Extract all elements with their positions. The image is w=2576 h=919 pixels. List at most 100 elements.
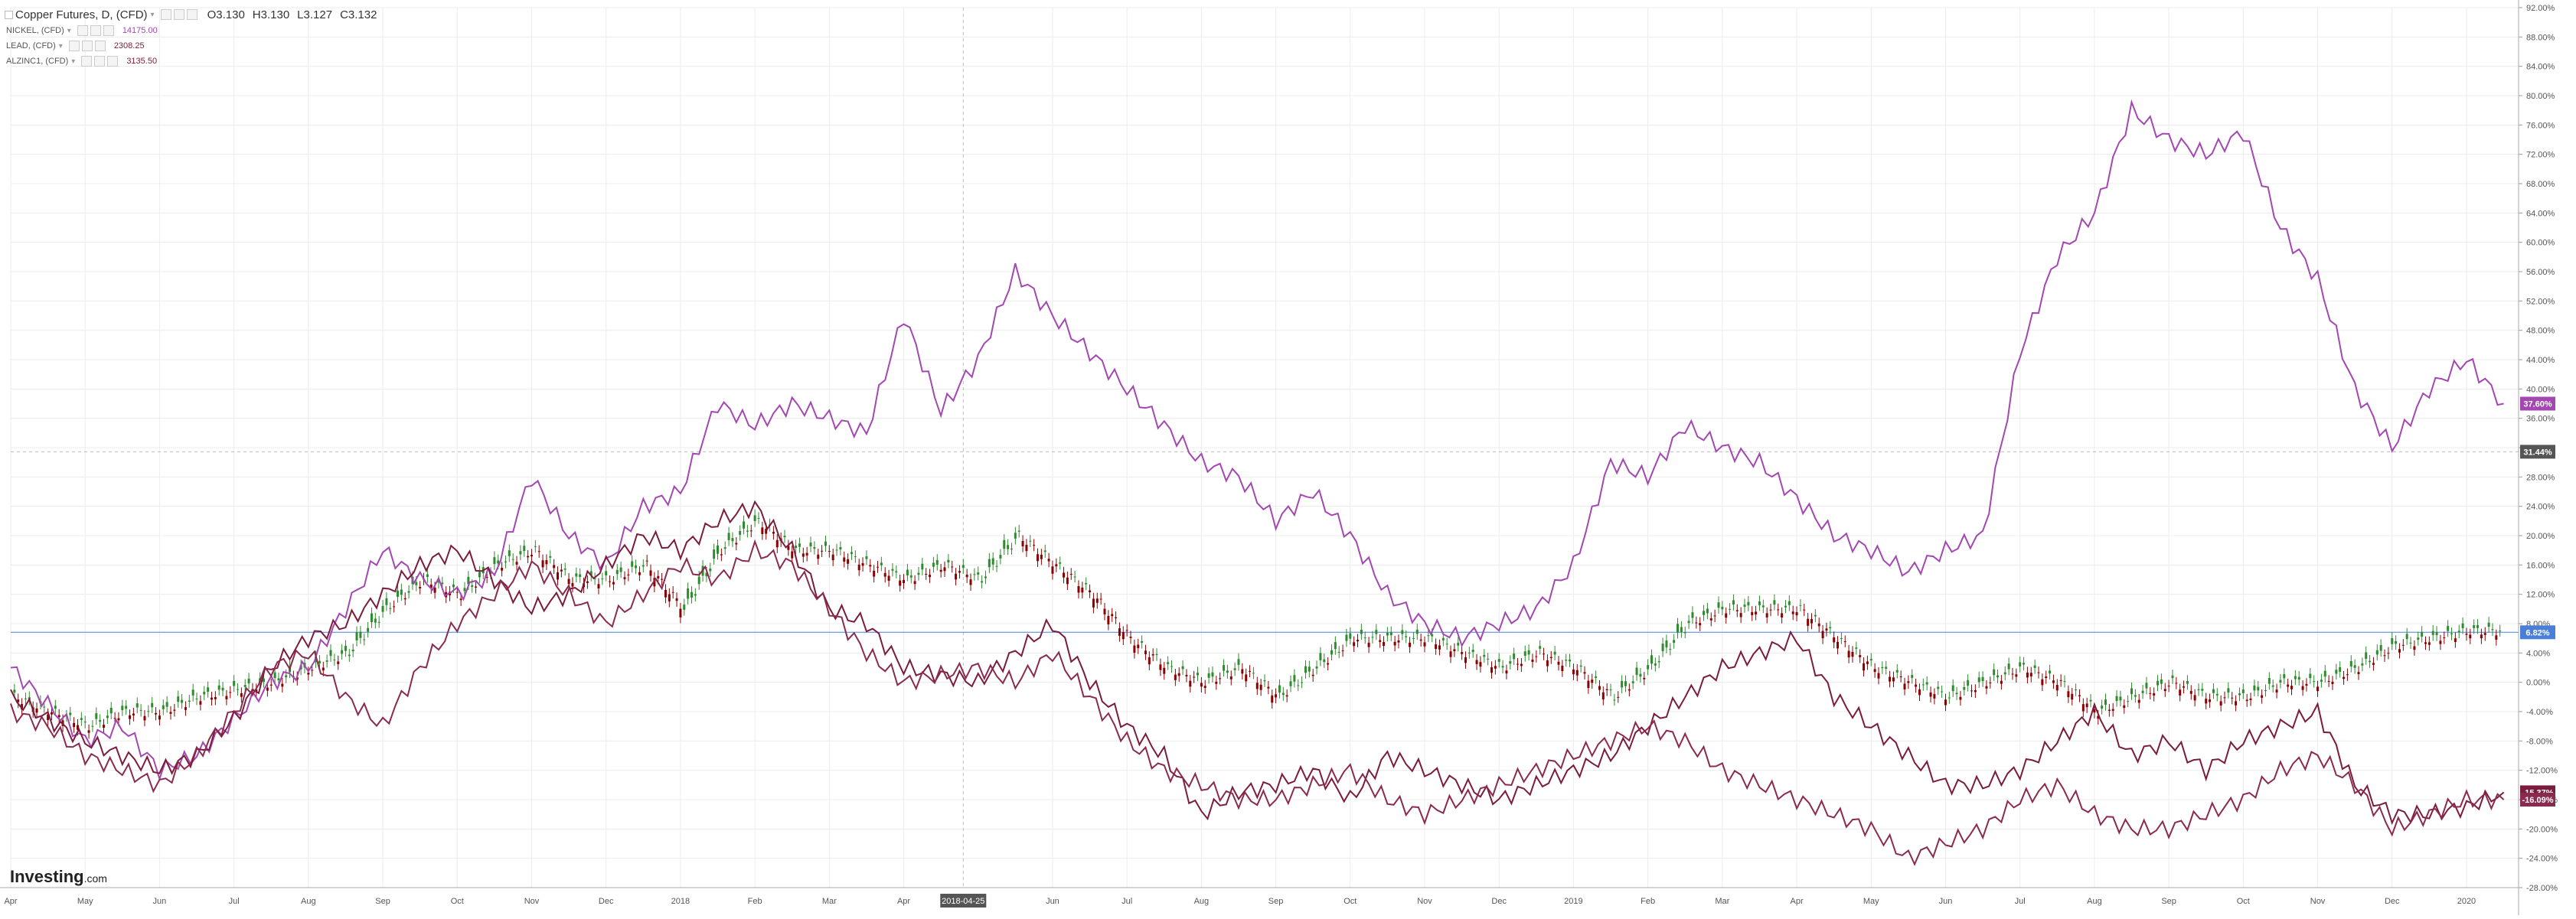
y-tick-label: 92.00% <box>2526 4 2555 13</box>
series-name[interactable]: NICKEL, (CFD) <box>6 26 64 35</box>
candle-body <box>162 705 165 709</box>
candle-body <box>1461 652 1464 654</box>
main-symbol[interactable]: Copper Futures, D, (CFD) <box>15 8 148 21</box>
candle-body <box>1557 661 1560 665</box>
chevron-down-icon[interactable]: ▾ <box>71 57 76 66</box>
candle-body <box>743 521 746 529</box>
candle-body <box>1654 663 1657 666</box>
candle-body <box>821 550 824 552</box>
series-name[interactable]: ALZINC1, (CFD) <box>6 57 69 66</box>
candle-body <box>1393 641 1396 646</box>
candle-body <box>1807 618 1810 626</box>
candle-body <box>203 692 206 695</box>
candle-body <box>1814 614 1817 617</box>
candle-body <box>1677 624 1680 633</box>
candle-body <box>2457 631 2460 633</box>
candle-body <box>452 584 455 588</box>
series-name[interactable]: LEAD, (CFD) <box>6 41 56 51</box>
candle-body <box>441 582 444 585</box>
candle-body <box>2369 660 2372 663</box>
candle-body <box>273 672 276 679</box>
candle-body <box>2320 679 2323 682</box>
candle-body <box>1021 541 1024 547</box>
candle-body <box>1877 673 1880 679</box>
candle-body <box>1337 651 1340 653</box>
candle-body <box>1419 639 1422 641</box>
visibility-icon[interactable] <box>81 56 93 67</box>
settings-icon[interactable] <box>94 56 106 67</box>
candle-body <box>1363 637 1366 639</box>
settings-icon[interactable] <box>90 25 101 36</box>
candle-body <box>772 531 775 534</box>
candle-body <box>1520 663 1523 666</box>
candle-body <box>2405 634 2408 640</box>
close-icon[interactable] <box>94 41 106 51</box>
candle-body <box>1167 662 1170 664</box>
candle-body <box>263 678 266 683</box>
chevron-down-icon[interactable]: ▾ <box>67 26 71 35</box>
x-tick-label: Nov <box>524 897 540 906</box>
candle-body <box>2093 709 2096 713</box>
candle-body <box>1233 668 1236 670</box>
x-tick-label: Oct <box>2237 897 2250 906</box>
candle-body <box>1732 600 1735 605</box>
y-tick-label: 52.00% <box>2526 297 2555 306</box>
candle-body <box>2283 674 2286 679</box>
candle-body <box>1911 675 1914 678</box>
candle-body <box>939 569 942 572</box>
candle-body <box>958 571 961 573</box>
candle-body <box>1706 608 1709 614</box>
visibility-icon[interactable] <box>68 41 80 51</box>
visibility-icon[interactable] <box>160 9 171 20</box>
candle-body <box>1527 650 1530 655</box>
candle-body <box>393 606 396 608</box>
candle-body <box>1680 627 1683 632</box>
candle-body <box>1918 689 1921 696</box>
candle-body <box>828 551 831 552</box>
candle-body <box>1881 666 1884 669</box>
close-icon[interactable] <box>103 25 114 36</box>
candle-body <box>981 581 984 583</box>
close-icon[interactable] <box>107 56 119 67</box>
candle-body <box>2193 695 2196 701</box>
candle-body <box>1661 644 1664 652</box>
legend: Copper Futures, D, (CFD) ▾ O3.130 H3.130… <box>5 6 377 69</box>
chevron-down-icon[interactable]: ▾ <box>58 41 63 51</box>
candle-body <box>2439 640 2442 644</box>
candle-body <box>1531 660 1534 662</box>
candle-body <box>511 559 514 560</box>
settings-icon[interactable] <box>173 9 184 20</box>
candle-body <box>2375 650 2378 655</box>
candle-body <box>2078 695 2081 696</box>
candle-body <box>831 554 834 561</box>
collapse-icon[interactable] <box>5 10 13 19</box>
legend-series-nickel[interactable]: NICKEL, (CFD) ▾ 14175.00 <box>5 23 377 38</box>
candle-body <box>671 591 674 593</box>
candle-body <box>1985 686 1988 689</box>
candle-body <box>1207 673 1210 678</box>
candle-body <box>1755 611 1758 614</box>
chevron-down-icon[interactable]: ▾ <box>150 10 155 19</box>
legend-main-row[interactable]: Copper Futures, D, (CFD) ▾ O3.130 H3.130… <box>5 6 377 23</box>
candle-body <box>1223 665 1226 671</box>
candle-body <box>132 713 135 715</box>
candle-body <box>1665 640 1668 648</box>
candle-body <box>1769 609 1772 611</box>
candle-body <box>560 569 563 572</box>
candle-body <box>903 579 906 584</box>
candle-body <box>2294 676 2297 679</box>
candle-body <box>47 714 50 721</box>
candle-body <box>1151 653 1154 656</box>
close-icon[interactable] <box>186 9 198 20</box>
visibility-icon[interactable] <box>77 25 88 36</box>
candle-body <box>1725 613 1728 618</box>
legend-series-zinc[interactable]: ALZINC1, (CFD) ▾ 3135.50 <box>5 54 377 69</box>
candle-body <box>2245 699 2248 702</box>
legend-series-lead[interactable]: LEAD, (CFD) ▾ 2308.25 <box>5 38 377 54</box>
candle-body <box>2257 686 2260 691</box>
candle-body <box>653 578 656 587</box>
candle-body <box>463 588 466 591</box>
settings-icon[interactable] <box>81 41 93 51</box>
